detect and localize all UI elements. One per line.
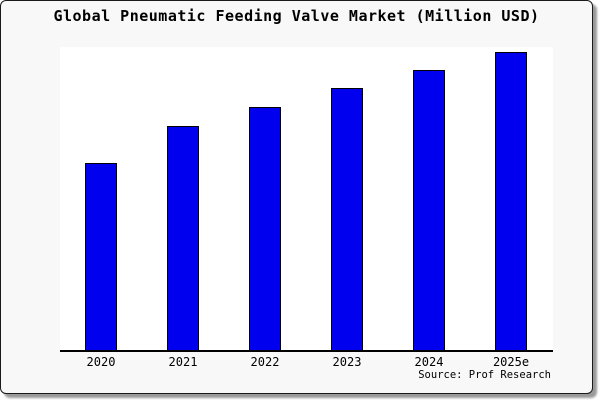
plot-area bbox=[60, 47, 553, 352]
bar-2025e bbox=[495, 51, 527, 350]
x-tick-label-2020: 2020 bbox=[86, 355, 116, 369]
chart-figure: Global Pneumatic Feeding Valve Market (M… bbox=[0, 0, 593, 394]
x-tick-label-2023: 2023 bbox=[332, 355, 362, 369]
x-tick-label-2021: 2021 bbox=[168, 355, 198, 369]
x-tick-label-2024: 2024 bbox=[414, 355, 444, 369]
bar-2023 bbox=[331, 88, 363, 350]
bar-2021 bbox=[167, 125, 199, 350]
source-credit: Source: Prof Research bbox=[418, 369, 551, 381]
bar-2022 bbox=[249, 107, 281, 350]
bar-2024 bbox=[413, 70, 445, 350]
bar-2020 bbox=[85, 162, 117, 350]
x-tick-label-2025e: 2025e bbox=[492, 355, 530, 369]
x-tick-label-2022: 2022 bbox=[250, 355, 280, 369]
chart-title: Global Pneumatic Feeding Valve Market (M… bbox=[53, 7, 540, 25]
